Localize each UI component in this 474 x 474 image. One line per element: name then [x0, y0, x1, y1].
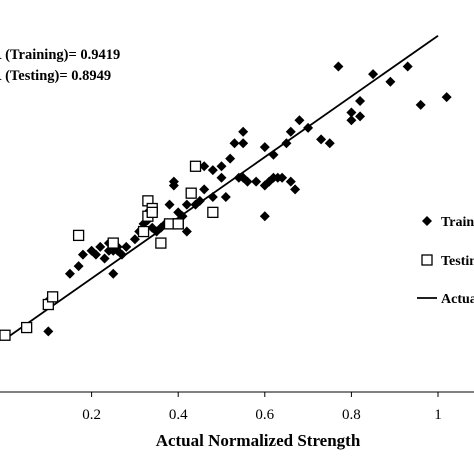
legend-label: Actual — [441, 292, 474, 307]
training-point — [43, 326, 54, 337]
training-point — [199, 184, 210, 195]
x-tick-label: 0.2 — [82, 407, 101, 423]
training-point — [90, 249, 101, 260]
training-point — [207, 192, 218, 202]
training-point — [225, 153, 236, 164]
training-point — [303, 122, 314, 133]
training-point — [181, 226, 192, 237]
testing-point — [137, 225, 150, 238]
training-point — [355, 111, 366, 122]
training-point — [64, 268, 75, 279]
training-point — [108, 268, 119, 279]
training-point — [368, 69, 379, 80]
training-point — [95, 241, 106, 252]
training-point — [194, 195, 205, 206]
testing-point — [185, 187, 197, 199]
x-axis-label: Actual Normalized Strength — [156, 431, 361, 450]
training-point — [259, 211, 270, 222]
x-tick-label: 0.6 — [255, 407, 274, 423]
training-point — [355, 96, 366, 106]
training-point — [77, 249, 88, 260]
training-point — [168, 180, 179, 191]
legend: Training Testing Actual — [417, 215, 474, 307]
training-point — [346, 107, 357, 118]
testing-point — [189, 160, 202, 172]
testing-point — [0, 329, 11, 341]
training-point — [385, 76, 396, 87]
training-point — [207, 165, 218, 176]
testing-point — [46, 291, 59, 303]
training-point — [441, 92, 452, 103]
training-point — [229, 138, 240, 149]
legend-label: Testing — [441, 254, 474, 269]
training-point — [294, 115, 305, 126]
training-point — [99, 253, 110, 264]
training-point — [73, 261, 84, 272]
training-point — [216, 161, 227, 172]
testing-point — [107, 237, 119, 249]
testing-point — [146, 206, 158, 219]
training-point — [285, 126, 296, 137]
x-tick-label: 1 — [434, 407, 442, 423]
legend-testing-marker — [421, 254, 433, 266]
testing-point — [207, 206, 219, 219]
training-point — [316, 134, 327, 145]
training-point — [333, 61, 344, 72]
training-point — [402, 61, 413, 72]
training-point — [281, 138, 292, 149]
training-point — [199, 161, 210, 172]
training-point — [268, 149, 279, 160]
training-point — [116, 249, 127, 260]
training-point — [290, 184, 301, 195]
training-point — [238, 138, 249, 149]
training-point — [164, 199, 175, 210]
training-point — [259, 142, 270, 153]
training-point — [129, 234, 140, 245]
training-point — [238, 126, 249, 137]
legend-label: Training — [441, 215, 474, 230]
training-point — [277, 172, 288, 183]
training-point — [346, 115, 357, 126]
training-point — [181, 199, 192, 210]
training-point — [324, 138, 335, 149]
legend-training-marker — [422, 216, 432, 226]
x-tick-label: 0.8 — [342, 407, 361, 423]
training-point — [121, 241, 132, 252]
testing-point — [155, 237, 167, 249]
training-point — [220, 192, 231, 202]
r-testing-annotation: R (Testing)= 0.8949 — [0, 68, 112, 84]
training-point — [285, 176, 296, 187]
r-training-annotation: R (Training)= 0.9419 — [0, 47, 121, 63]
training-point — [415, 99, 426, 110]
training-point — [251, 176, 262, 187]
plot-area — [0, 34, 452, 341]
testing-point — [172, 218, 184, 230]
testing-point — [72, 229, 85, 242]
training-point — [216, 172, 227, 183]
x-ticks: 0.2 0.4 0.6 0.8 1 — [82, 392, 442, 423]
training-point — [242, 176, 253, 187]
actual-line — [4, 34, 439, 340]
x-tick-label: 0.4 — [169, 407, 188, 423]
testing-point — [20, 321, 33, 334]
